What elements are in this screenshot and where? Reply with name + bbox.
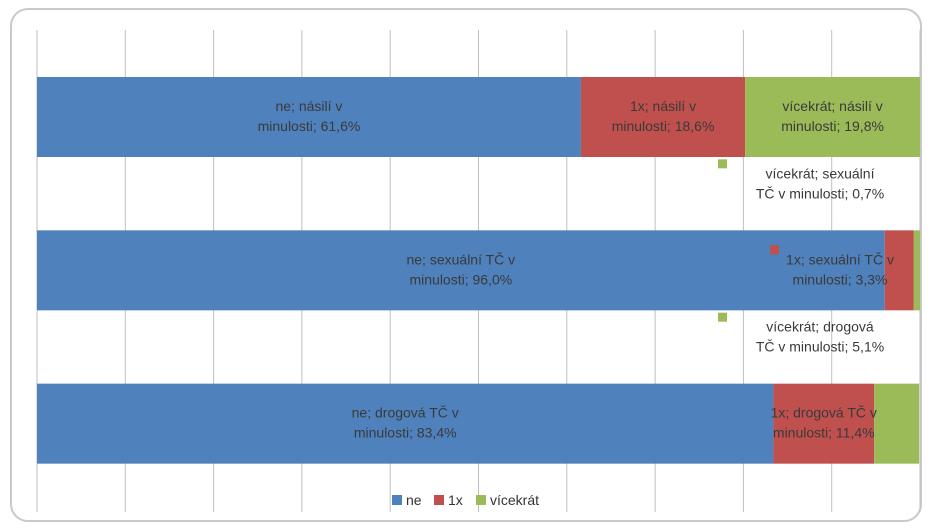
legend: ne 1x vícekrát: [392, 492, 539, 508]
data-label-1x-1: minulosti; 3,3%: [793, 271, 888, 287]
data-label-1x-0: 1x; násilí v: [630, 98, 696, 114]
bar-ne-1: [37, 230, 885, 311]
data-label-vícekrát-0: vícekrát; násilí v: [782, 98, 882, 114]
bar-1x-1: [884, 230, 914, 311]
data-label-ne-0: minulosti; 61,6%: [258, 118, 361, 134]
data-label-1x-2: minulosti; 11,4%: [773, 425, 875, 441]
legend-label-vícekrát: vícekrát: [490, 492, 539, 508]
data-label-ne-2: minulosti; 83,4%: [354, 425, 457, 441]
data-label-vícekrát-0: minulosti; 19,8%: [781, 118, 884, 134]
data-label-ne-1: ne; sexuální TČ v: [406, 251, 515, 267]
data-label-vícekrát-2: vícekrát; drogová: [766, 319, 874, 335]
label-marker-vícekrát-2: [718, 312, 727, 322]
legend-label-1x: 1x: [448, 492, 463, 508]
legend-label-ne: ne: [406, 492, 422, 508]
legend-swatch-1x: [434, 495, 444, 505]
bar-vícekrát-1: [913, 230, 920, 311]
label-marker-1x-1: [770, 245, 779, 255]
label-marker-vícekrát-1: [718, 159, 727, 169]
data-label-vícekrát-1: TČ v minulosti; 0,7%: [756, 185, 884, 201]
data-labels: ne; násilí v minulosti; 61,6% 1x; násilí v…: [258, 98, 894, 441]
legend-swatch-vícekrát: [476, 495, 486, 505]
data-label-vícekrát-1: vícekrát; sexuální: [766, 165, 875, 181]
data-label-1x-0: minulosti; 18,6%: [612, 118, 715, 134]
data-label-1x-2: 1x; drogová TČ v: [771, 405, 877, 421]
bar-vícekrát-2: [874, 383, 920, 464]
data-label-1x-1: 1x; sexuální TČ v: [786, 251, 894, 267]
legend-swatch-ne: [392, 495, 402, 505]
bar-ne-0: [37, 77, 581, 157]
bar-1x-0: [580, 77, 746, 157]
data-label-ne-0: ne; násilí v: [275, 98, 342, 114]
bars: [37, 77, 920, 464]
bar-1x-2: [773, 383, 875, 464]
bar-ne-2: [37, 383, 774, 464]
data-label-ne-2: ne; drogová TČ v: [352, 405, 459, 421]
bar-vícekrát-0: [745, 77, 920, 157]
data-label-vícekrát-2: TČ v minulosti; 5,1%: [756, 339, 884, 355]
data-label-ne-1: minulosti; 96,0%: [409, 271, 512, 287]
